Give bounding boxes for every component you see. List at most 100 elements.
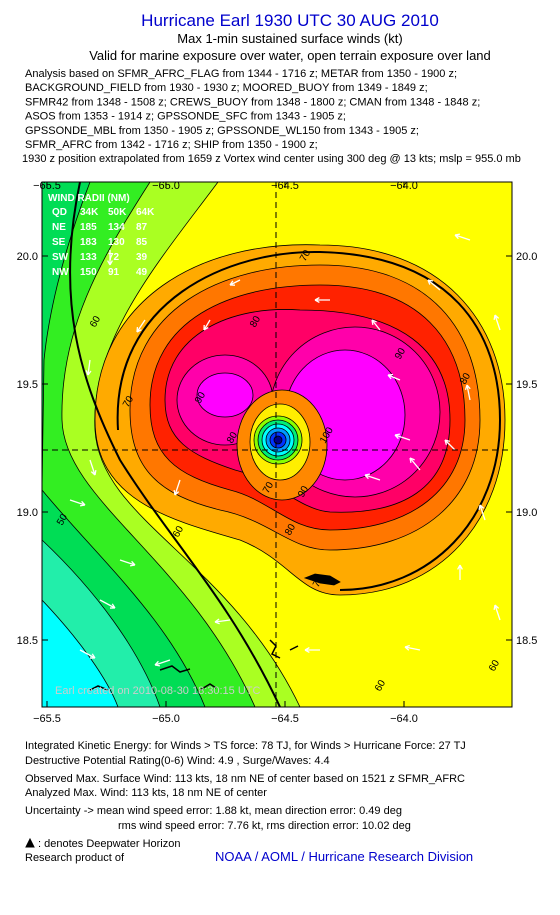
credit: Earl created on 2010-08-30 18:30:15 UTC	[55, 685, 261, 697]
radii-title: WIND RADII (NM)	[48, 193, 130, 204]
uncertainty-mean: Uncertainty -> mean wind speed error: 1.…	[25, 805, 402, 817]
lat-label-left: 18.5	[17, 635, 38, 647]
wind-arrow	[304, 647, 320, 653]
wind-arrow	[173, 479, 181, 496]
contour-label: 70	[121, 394, 136, 410]
wind-arrow	[85, 359, 92, 376]
contour-label: 60	[487, 658, 502, 674]
title: Hurricane Earl 1930 UTC 30 AUG 2010	[141, 11, 439, 30]
wind-arrow	[69, 499, 86, 507]
contour-label: 80	[248, 314, 263, 330]
wind-arrow	[464, 384, 471, 401]
radii-cell: 87	[136, 222, 148, 233]
radii-cell: 134	[108, 222, 125, 233]
lat-label-right: 19.5	[516, 379, 537, 391]
axes: −65.5−65.5−65.0−65.0−64.5−64.5−64.0−64.0…	[17, 180, 538, 725]
radii-cell: 85	[136, 237, 148, 248]
wind-arrow	[119, 559, 136, 567]
lat-label-left: 20.0	[17, 251, 38, 263]
sources: Analysis based on SFMR_AFRC_FLAG from 13…	[25, 68, 480, 151]
source-line: BACKGROUND_FIELD from 1930 - 1930 z; MOO…	[25, 82, 428, 94]
wind-arrow	[493, 314, 501, 331]
lon-label-bottom: −65.5	[33, 713, 61, 725]
radii-column: 34K	[80, 207, 99, 218]
deepwater: : denotes Deepwater Horizon	[38, 838, 180, 850]
source-line: SFMR_AFRC from 1342 - 1716 z; SHIP from …	[25, 139, 318, 151]
contour-label: 80	[283, 522, 298, 538]
wind-arrow	[89, 459, 97, 476]
wind-arrow	[478, 504, 486, 521]
plot-frame	[41, 181, 513, 708]
lat-label-right: 19.0	[516, 507, 537, 519]
wind-arrow	[136, 319, 146, 333]
lat-label-right: 20.0	[516, 251, 537, 263]
uncertainty-rms: rms wind speed error: 7.76 kt, rms direc…	[118, 820, 411, 832]
wind-arrow	[229, 279, 241, 286]
position-note: 1930 z position extrapolated from 1659 z…	[22, 153, 521, 165]
lon-label-bottom: −64.5	[271, 713, 299, 725]
contour-label: 60	[373, 678, 388, 694]
radii-cell: NE	[52, 222, 66, 233]
radii-cell: NW	[52, 267, 69, 278]
wind-arrow	[154, 659, 171, 667]
radii-cell: SE	[52, 237, 66, 248]
radii-cell: 133	[80, 252, 97, 263]
radii-cell: 130	[108, 237, 125, 248]
validity: Valid for marine exposure over water, op…	[89, 48, 491, 63]
contour-label: 80	[225, 430, 240, 446]
wind-arrow	[314, 297, 330, 303]
wind-arrow	[394, 433, 411, 441]
radii-cell: 150	[80, 267, 97, 278]
research: Research product of	[25, 852, 125, 864]
wind-arrow	[364, 473, 381, 481]
contour-label: 50	[55, 512, 70, 528]
source-line: Analysis based on SFMR_AFRC_FLAG from 13…	[25, 68, 457, 80]
radii-column: 64K	[136, 207, 155, 218]
contour-label: 60	[88, 314, 103, 330]
wind-arrow	[409, 457, 421, 471]
radii-cell: 183	[80, 237, 97, 248]
lon-label-bottom: −64.0	[390, 713, 418, 725]
contour-label: 70	[311, 574, 326, 590]
wind-arrow	[214, 618, 231, 625]
source-line: GPSSONDE_MBL from 1350 - 1905 z; GPSSOND…	[25, 125, 419, 137]
analyzed: Analyzed Max. Wind: 113 kts, 18 nm NE of…	[25, 787, 267, 799]
wind-arrow	[444, 439, 456, 451]
radii-cell: 49	[136, 267, 148, 278]
wind-arrow	[371, 319, 381, 331]
radii-cell: 72	[108, 252, 120, 263]
radii-cell: 39	[136, 252, 148, 263]
org[interactable]: NOAA / AOML / Hurricane Research Divisio…	[215, 849, 473, 864]
radii-cell: SW	[52, 252, 69, 263]
contour-label: 70	[261, 480, 276, 496]
deepwater-icon	[25, 837, 35, 848]
wind-arrow	[79, 649, 96, 659]
contour-label: 90	[296, 484, 311, 500]
wind-arrow	[427, 279, 441, 291]
ike: Integrated Kinetic Energy: for Winds > T…	[25, 740, 466, 752]
contour-label: 60	[171, 524, 186, 540]
wind-arrow	[404, 644, 421, 651]
observed: Observed Max. Surface Wind: 113 kts, 18 …	[25, 773, 465, 785]
radii-column: QD	[52, 207, 67, 218]
dpr: Destructive Potential Rating(0-6) Wind: …	[25, 755, 330, 767]
source-line: SFMR42 from 1348 - 1508 z; CREWS_BUOY fr…	[25, 96, 480, 108]
wind-arrow	[457, 564, 463, 580]
lat-label-left: 19.5	[17, 379, 38, 391]
contour-label: 70	[298, 248, 313, 264]
wind-arrow	[99, 599, 116, 609]
radii-column: 50K	[108, 207, 127, 218]
wind-arrow	[387, 373, 401, 381]
lat-label-left: 19.0	[17, 507, 38, 519]
radii-cell: 185	[80, 222, 97, 233]
contour-label: 80	[458, 371, 473, 387]
wind-arrow	[493, 604, 501, 621]
wind-arrow	[107, 250, 113, 266]
source-line: ASOS from 1353 - 1914 z; GPSSONDE_SFC fr…	[25, 111, 346, 123]
wind-arrow	[203, 319, 211, 331]
subtitle: Max 1-min sustained surface winds (kt)	[177, 31, 402, 46]
radii-cell: 91	[108, 267, 120, 278]
lon-label-bottom: −65.0	[152, 713, 180, 725]
